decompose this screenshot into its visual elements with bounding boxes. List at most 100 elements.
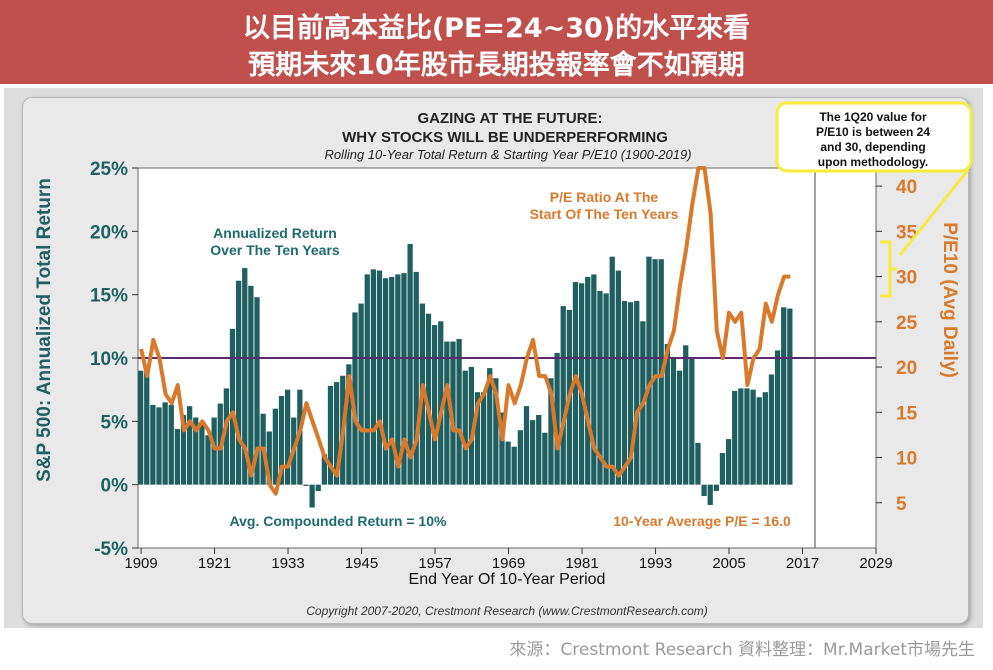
x-tick-label: 1957 bbox=[418, 555, 451, 572]
y-tick-label: 20% bbox=[90, 222, 128, 243]
return-bar bbox=[634, 301, 640, 485]
return-bar bbox=[438, 321, 444, 485]
return-bar bbox=[585, 276, 591, 485]
return-bar bbox=[609, 256, 615, 485]
return-bar bbox=[462, 370, 468, 485]
return-bar bbox=[327, 385, 334, 485]
y-axis-ticks: 25% 20% 15% 10% 5% 0% -5% bbox=[90, 159, 138, 560]
x-tick-label: 1909 bbox=[124, 555, 157, 572]
x-axis-ticks: 1909 1921 1933 1945 1957 1969 1981 1993 2005 2017… bbox=[124, 548, 893, 572]
return-bar bbox=[713, 484, 719, 491]
return-bar bbox=[615, 270, 621, 485]
y2-tick-label: 40 bbox=[896, 177, 917, 198]
return-bar bbox=[321, 454, 327, 485]
y-tick-label: 25% bbox=[90, 159, 128, 180]
return-bar bbox=[725, 439, 732, 485]
copyright-note: Copyright 2007-2020, Crestmont Research … bbox=[306, 604, 708, 618]
return-bar bbox=[468, 366, 474, 485]
y2-tick-label: 5 bbox=[896, 494, 907, 515]
return-bar bbox=[529, 420, 536, 485]
return-bar bbox=[303, 484, 309, 486]
avg-return-label: Avg. Compounded Return = 10% bbox=[230, 513, 447, 529]
x-tick-label: 1933 bbox=[271, 555, 304, 572]
return-bar bbox=[474, 392, 481, 485]
return-bar bbox=[536, 415, 542, 485]
return-bar bbox=[376, 270, 383, 485]
return-bar bbox=[254, 297, 260, 485]
return-bar bbox=[732, 390, 738, 485]
return-bar bbox=[646, 256, 652, 485]
return-bar bbox=[505, 441, 511, 485]
return-bar bbox=[278, 396, 285, 485]
y2-tick-label: 35 bbox=[896, 222, 918, 243]
return-bar bbox=[272, 408, 279, 485]
return-bar bbox=[156, 407, 162, 485]
x-axis-title: End Year Of 10-Year Period bbox=[409, 571, 606, 588]
return-bar bbox=[523, 406, 530, 485]
return-bar bbox=[670, 358, 677, 485]
return-bar bbox=[603, 293, 609, 485]
x-tick-label: 1981 bbox=[565, 555, 598, 572]
return-bar bbox=[389, 276, 395, 485]
return-bar bbox=[150, 404, 156, 485]
return-bar bbox=[787, 308, 793, 485]
return-bar bbox=[542, 432, 548, 485]
return-bar bbox=[235, 280, 242, 485]
return-bar bbox=[364, 274, 370, 485]
banner-title-line-2: 預期未來10年股市長期投報率會不如預期 bbox=[248, 50, 745, 81]
return-bar bbox=[762, 392, 768, 485]
return-bar bbox=[774, 350, 781, 485]
return-bar bbox=[223, 388, 230, 485]
chart-title: GAZING AT THE FUTURE: bbox=[418, 110, 603, 127]
return-bar bbox=[395, 274, 401, 485]
return-bar bbox=[597, 290, 603, 485]
x-tick-label: 2017 bbox=[786, 555, 819, 572]
return-bar bbox=[511, 446, 517, 485]
return-bar bbox=[689, 358, 695, 485]
callout-line-1: The 1Q20 value for bbox=[819, 110, 927, 124]
return-bar bbox=[707, 484, 713, 505]
return-bar bbox=[621, 301, 628, 485]
avg-pe-label: 10-Year Average P/E = 16.0 bbox=[613, 513, 791, 529]
return-bar bbox=[627, 302, 634, 485]
y-tick-label: 0% bbox=[101, 476, 129, 497]
return-bar bbox=[180, 415, 187, 485]
return-bar bbox=[487, 368, 493, 485]
return-bar bbox=[199, 423, 205, 485]
return-bar bbox=[211, 417, 217, 485]
return-bar bbox=[701, 484, 707, 497]
return-bar bbox=[193, 417, 199, 485]
return-bar bbox=[493, 378, 499, 485]
pe-label-line-1: P/E Ratio At The bbox=[550, 189, 659, 205]
return-bar bbox=[382, 278, 389, 485]
return-bar bbox=[664, 344, 670, 485]
callout-box bbox=[775, 101, 973, 173]
return-bar bbox=[756, 397, 762, 485]
returns-label-line-2: Over The Ten Years bbox=[210, 242, 340, 258]
return-bar bbox=[174, 428, 181, 485]
return-bar bbox=[431, 325, 438, 485]
return-bar bbox=[554, 352, 560, 485]
title-banner: 以目前高本益比(PE=24~30)的水平來看 預期未來10年股市長期投報率會不如… bbox=[0, 0, 993, 84]
y2-tick-label: 25 bbox=[896, 313, 918, 334]
y2-tick-label: 15 bbox=[896, 403, 918, 424]
return-bar bbox=[370, 269, 376, 485]
returns-label-line-1: Annualized Return bbox=[213, 225, 337, 241]
x-tick-label: 1993 bbox=[639, 555, 672, 572]
return-bar bbox=[444, 341, 450, 485]
callout-pointer bbox=[898, 169, 970, 256]
callout-line-2: P/E10 is between 24 bbox=[816, 125, 930, 139]
return-bar bbox=[309, 484, 315, 508]
return-bar bbox=[352, 312, 358, 485]
callout-line-3: and 30, depending bbox=[820, 140, 925, 154]
y2-axis-ticks: 40 35 30 25 20 15 10 5 bbox=[876, 177, 918, 515]
return-bar bbox=[266, 431, 272, 485]
return-bar bbox=[358, 303, 364, 485]
pe-label-line-2: Start Of The Ten Years bbox=[530, 206, 679, 222]
x-tick-label: 1969 bbox=[492, 555, 525, 572]
return-bar bbox=[456, 339, 462, 485]
y2-axis-title: P/E10 (Avg Daily) bbox=[939, 222, 960, 378]
callout-line-4: upon methodology. bbox=[818, 155, 928, 169]
return-bar bbox=[548, 378, 554, 485]
